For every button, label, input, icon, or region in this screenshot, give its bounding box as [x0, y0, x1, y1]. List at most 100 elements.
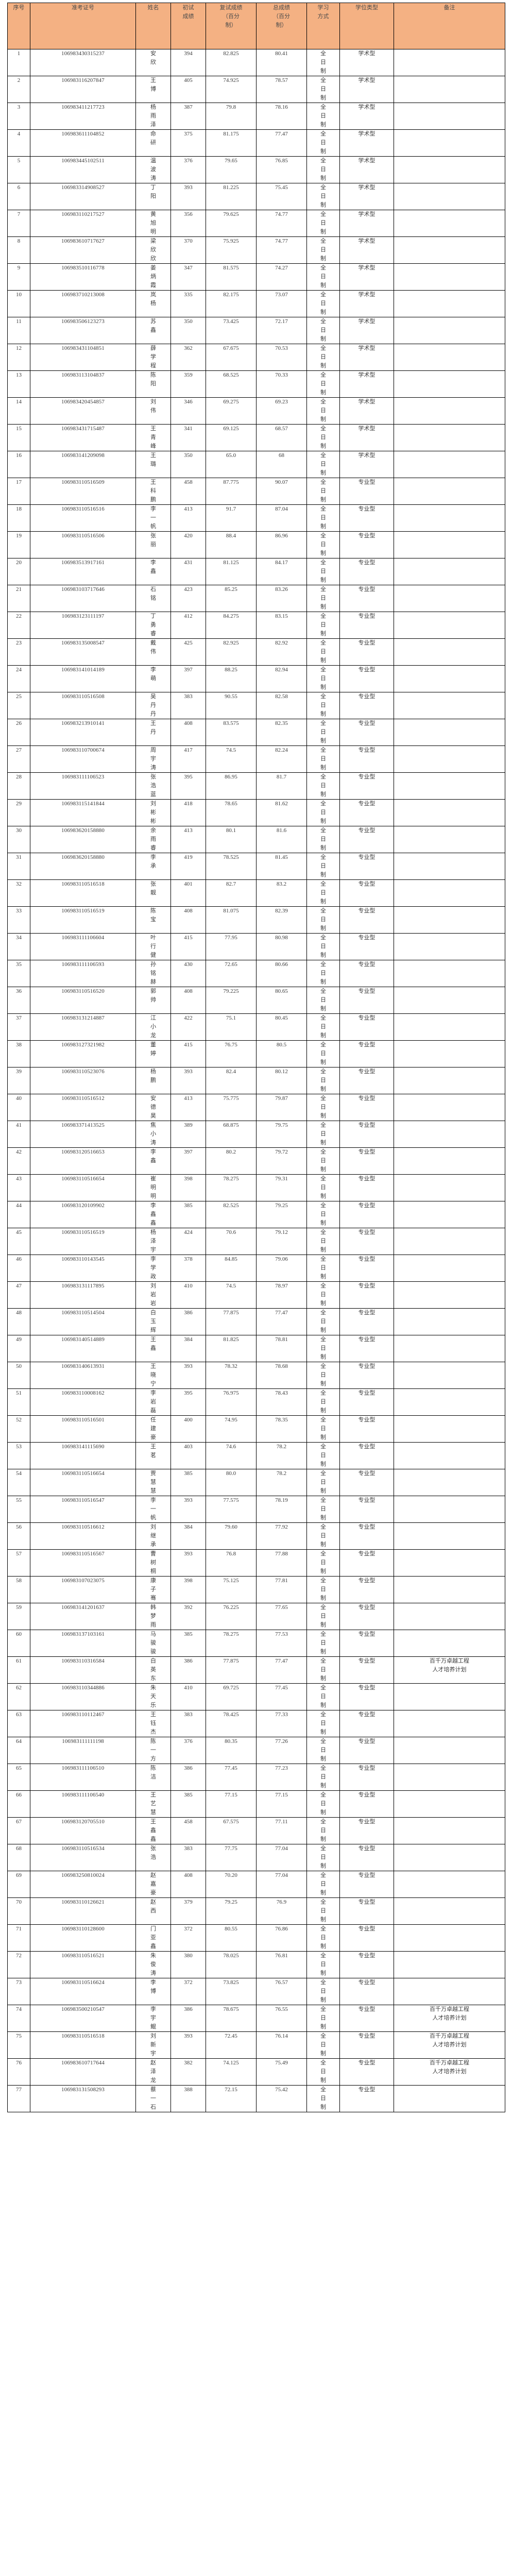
- table-row: 33 106983110516519 陈宝 408 81.075 82.39 全日制 专业型: [7, 906, 505, 934]
- table-row: 32 106983110516518 张靓 401 82.7 83.2 全日制 专业型: [7, 879, 505, 907]
- cell-remark: [394, 1442, 505, 1469]
- cell-retest: 70.20: [206, 1871, 257, 1898]
- cell-name: 丁勇睿: [135, 612, 171, 639]
- table-row: 37 106983131214887 江小龙 422 75.1 80.45 全日制 专业型: [7, 1013, 505, 1041]
- cell-index: 35: [7, 960, 30, 987]
- cell-index: 15: [7, 424, 30, 451]
- table-row: 60 106983137103161 马骏骏 385 78.275 77.53 全日制 专业型: [7, 1630, 505, 1657]
- cell-initial: 393: [170, 1362, 206, 1389]
- cell-index: 28: [7, 772, 30, 800]
- cell-name: 李鑫鑫: [135, 1201, 171, 1228]
- cell-total: 77.33: [256, 1710, 307, 1737]
- cell-retest: 79.65: [206, 156, 257, 183]
- cell-name: 杨泽宇: [135, 1228, 171, 1255]
- cell-study: 全日制: [306, 906, 340, 934]
- cell-name: 李鑫: [135, 558, 171, 585]
- cell-ticket: 106983116207847: [30, 76, 136, 103]
- cell-initial: 393: [170, 183, 206, 210]
- cell-total: 75.42: [256, 2085, 307, 2112]
- table-row: 34 106983111106604 叶行健 415 77.95 80.98 全日制 专业型: [7, 933, 505, 960]
- cell-study: 全日制: [306, 1308, 340, 1335]
- cell-retest: 87.775: [206, 478, 257, 505]
- cell-retest: 79.25: [206, 1897, 257, 1925]
- cell-initial: 385: [170, 1790, 206, 1818]
- cell-index: 40: [7, 1094, 30, 1121]
- cell-retest: 75.925: [206, 236, 257, 264]
- cell-ticket: 106983506123273: [30, 317, 136, 344]
- cell-remark: [394, 826, 505, 853]
- cell-remark: [394, 49, 505, 76]
- cell-retest: 90.55: [206, 692, 257, 719]
- cell-remark: [394, 719, 505, 746]
- cell-name: 赵泽龙: [135, 2058, 171, 2086]
- table-row: 36 106983110516520 郭帅 408 79.225 80.65 全日制 专业型: [7, 987, 505, 1014]
- cell-initial: 413: [170, 504, 206, 532]
- cell-degree: 学术型: [339, 370, 394, 398]
- cell-ticket: 106983141209098: [30, 451, 136, 478]
- cell-initial: 356: [170, 210, 206, 237]
- cell-remark: [394, 1844, 505, 1871]
- cell-degree: 专业型: [339, 1255, 394, 1282]
- cell-remark: [394, 1121, 505, 1148]
- cell-study: 全日制: [306, 290, 340, 317]
- cell-index: 41: [7, 1121, 30, 1148]
- table-row: 1 106983430315237 安欣 394 82.825 80.41 全日制 学术型: [7, 49, 505, 76]
- cell-ticket: 106983141201637: [30, 1603, 136, 1630]
- cell-retest: 80.2: [206, 1147, 257, 1175]
- cell-retest: 76.75: [206, 1040, 257, 1067]
- cell-degree: 学术型: [339, 156, 394, 183]
- cell-total: 82.92: [256, 638, 307, 666]
- cell-initial: 350: [170, 317, 206, 344]
- cell-name: 王晓宁: [135, 1362, 171, 1389]
- cell-ticket: 106983110514504: [30, 1308, 136, 1335]
- cell-retest: 74.5: [206, 745, 257, 773]
- cell-initial: 418: [170, 799, 206, 826]
- cell-retest: 74.95: [206, 1415, 257, 1443]
- cell-study: 全日制: [306, 1442, 340, 1469]
- cell-degree: 学术型: [339, 317, 394, 344]
- cell-study: 全日制: [306, 1067, 340, 1094]
- cell-study: 全日制: [306, 1630, 340, 1657]
- cell-study: 全日制: [306, 1469, 340, 1496]
- cell-initial: 386: [170, 1656, 206, 1684]
- cell-name: 门亚鑫: [135, 1924, 171, 1952]
- cell-total: 83.15: [256, 612, 307, 639]
- cell-remark: [394, 1281, 505, 1309]
- cell-index: 4: [7, 129, 30, 157]
- cell-initial: 393: [170, 1067, 206, 1094]
- table-row: 12 106983431104851 薛学程 362 67.675 70.53 全日制 学术型: [7, 344, 505, 371]
- table-row: 25 106983110516508 吴丹丹 383 90.55 82.58 全日制 专业型: [7, 692, 505, 719]
- cell-degree: 专业型: [339, 1576, 394, 1603]
- table-row: 69 106983250810024 赵嘉豪 408 70.20 77.04 全日制 专业型: [7, 1871, 505, 1898]
- table-row: 15 106983431715487 王青峰 341 69.125 68.57 全日制 学术型: [7, 424, 505, 451]
- cell-initial: 408: [170, 719, 206, 746]
- cell-degree: 专业型: [339, 478, 394, 505]
- cell-ticket: 106983131508293: [30, 2085, 136, 2112]
- cell-retest: 72.45: [206, 2031, 257, 2059]
- table-row: 75 106983110516518 刘新宇 393 72.45 76.14 全日制 专业型百…: [7, 2031, 505, 2059]
- cell-ticket: 106983111106604: [30, 933, 136, 960]
- cell-total: 72.17: [256, 317, 307, 344]
- cell-index: 70: [7, 1897, 30, 1925]
- cell-remark: [394, 103, 505, 130]
- cell-degree: 专业型: [339, 1121, 394, 1148]
- cell-remark: [394, 236, 505, 264]
- cell-remark: [394, 1040, 505, 1067]
- table-row: 22 106983123111197 丁勇睿 412 84.275 83.15 全日制 专业型: [7, 612, 505, 639]
- cell-index: 32: [7, 879, 30, 907]
- cell-retest: 78.525: [206, 853, 257, 880]
- cell-name: 安欣: [135, 49, 171, 76]
- cell-initial: 458: [170, 1817, 206, 1844]
- cell-index: 72: [7, 1951, 30, 1978]
- table-row: 57 106983110516567 曹树桐 393 76.8 77.88 全日制 专业型: [7, 1549, 505, 1577]
- cell-remark: [394, 745, 505, 773]
- table-row: 65 106983111106510 陈洁 386 77.45 77.23 全日制 专业型: [7, 1764, 505, 1791]
- cell-remark: [394, 263, 505, 291]
- cell-total: 78.68: [256, 1362, 307, 1389]
- cell-remark: [394, 1094, 505, 1121]
- cell-index: 67: [7, 1817, 30, 1844]
- cell-total: 77.92: [256, 1522, 307, 1550]
- table-row: 46 106983110143545 李学政 378 84.85 79.06 全日制 专业型: [7, 1255, 505, 1282]
- cell-index: 2: [7, 76, 30, 103]
- cell-total: 82.58: [256, 692, 307, 719]
